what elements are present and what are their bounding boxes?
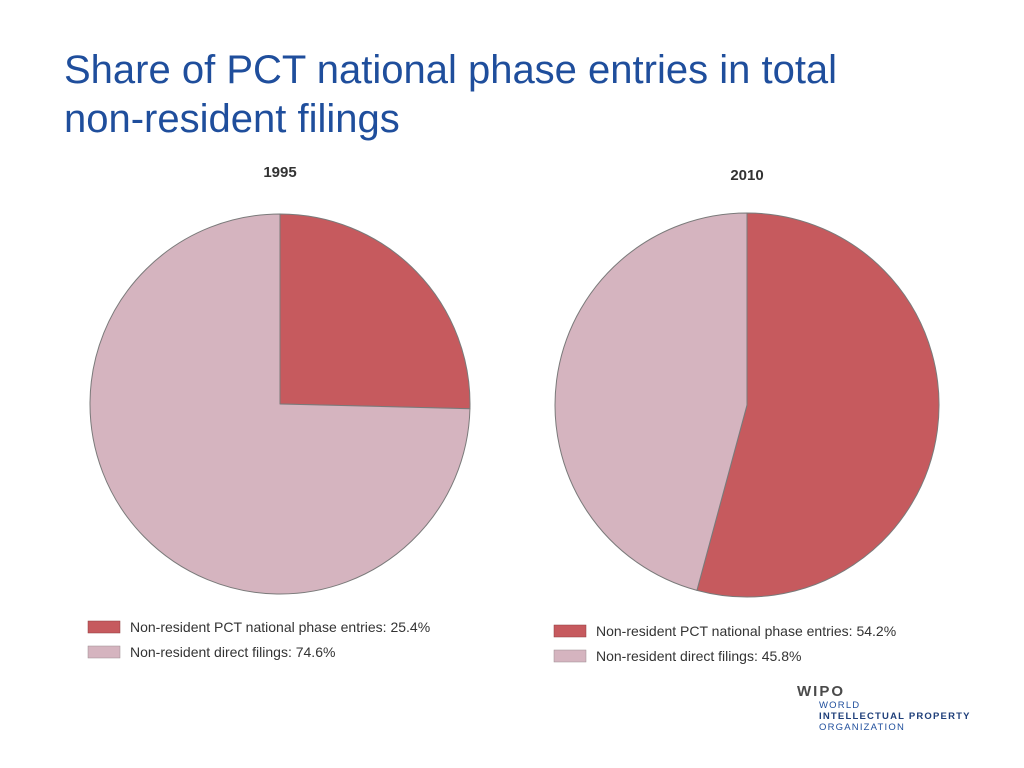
wipo-logo-name: WIPO [797,683,845,700]
slide-title-line-2: non-resident filings [64,96,400,141]
pie-title-1995: 1995 [263,164,296,181]
wipo-logo: WIPO WORLD INTELLECTUAL PROPERTY ORGANIZ… [797,683,997,733]
legend-swatch-direct-2010 [553,649,587,663]
wipo-logo-line-1: WORLD [819,700,861,711]
legend-label-pct-2010: Non-resident PCT national phase entries:… [596,623,896,639]
legend-label-direct-1995: Non-resident direct filings: 74.6% [130,644,335,660]
pie-slices-2010 [554,212,940,598]
pie-title-2010: 2010 [730,167,763,184]
pie-slices-1995 [89,213,471,595]
slice-direct-filings-1995 [89,213,471,595]
slide-title: Share of PCT national phase entries in t… [64,46,984,144]
slice-pct-national-phase-1995 [279,213,471,410]
slide-title-line-1: Share of PCT national phase entries in t… [64,48,838,92]
legend-label-direct-2010: Non-resident direct filings: 45.8% [596,648,801,664]
legend-swatch-pct-2010 [553,624,587,638]
slice-pct-national-phase-2010 [696,212,940,598]
legend-label-pct-1995: Non-resident PCT national phase entries:… [130,619,430,635]
slice-direct-filings-2010 [554,212,748,591]
pie-chart-1995: 1995 Non-resident PCT national phase ent… [87,164,471,660]
pie-chart-2010: 2010 Non-resident PCT national phase ent… [553,167,940,664]
wipo-logo-line-3: ORGANIZATION [819,722,906,733]
legend-swatch-pct-1995 [87,620,121,634]
wipo-logo-line-2: INTELLECTUAL PROPERTY [819,711,971,722]
legend-swatch-direct-1995 [87,645,121,659]
